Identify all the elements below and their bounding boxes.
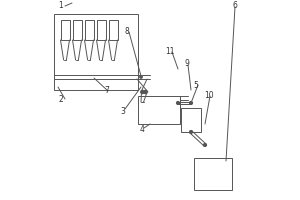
Text: 5: 5 [194, 81, 198, 90]
Text: 1: 1 [58, 0, 63, 9]
Circle shape [141, 90, 144, 94]
Bar [85, 20, 94, 40]
Circle shape [190, 131, 192, 133]
Text: 4: 4 [140, 124, 144, 134]
Bar [138, 96, 180, 124]
Text: 9: 9 [184, 60, 189, 68]
Circle shape [144, 90, 147, 94]
Bar [194, 158, 232, 190]
Bar [109, 20, 118, 40]
Text: 7: 7 [105, 86, 110, 95]
Text: 8: 8 [124, 26, 129, 36]
Circle shape [204, 144, 206, 146]
Text: 3: 3 [121, 106, 125, 116]
Bar [73, 20, 82, 40]
Bar [97, 20, 106, 40]
Bar [181, 108, 201, 132]
Circle shape [190, 102, 192, 104]
Text: 11: 11 [165, 46, 175, 55]
Bar [61, 20, 70, 40]
Circle shape [140, 76, 142, 78]
Text: 10: 10 [204, 92, 214, 100]
Circle shape [177, 102, 179, 104]
Text: 6: 6 [232, 0, 237, 9]
Bar [54, 14, 138, 90]
Text: 2: 2 [58, 96, 63, 104]
